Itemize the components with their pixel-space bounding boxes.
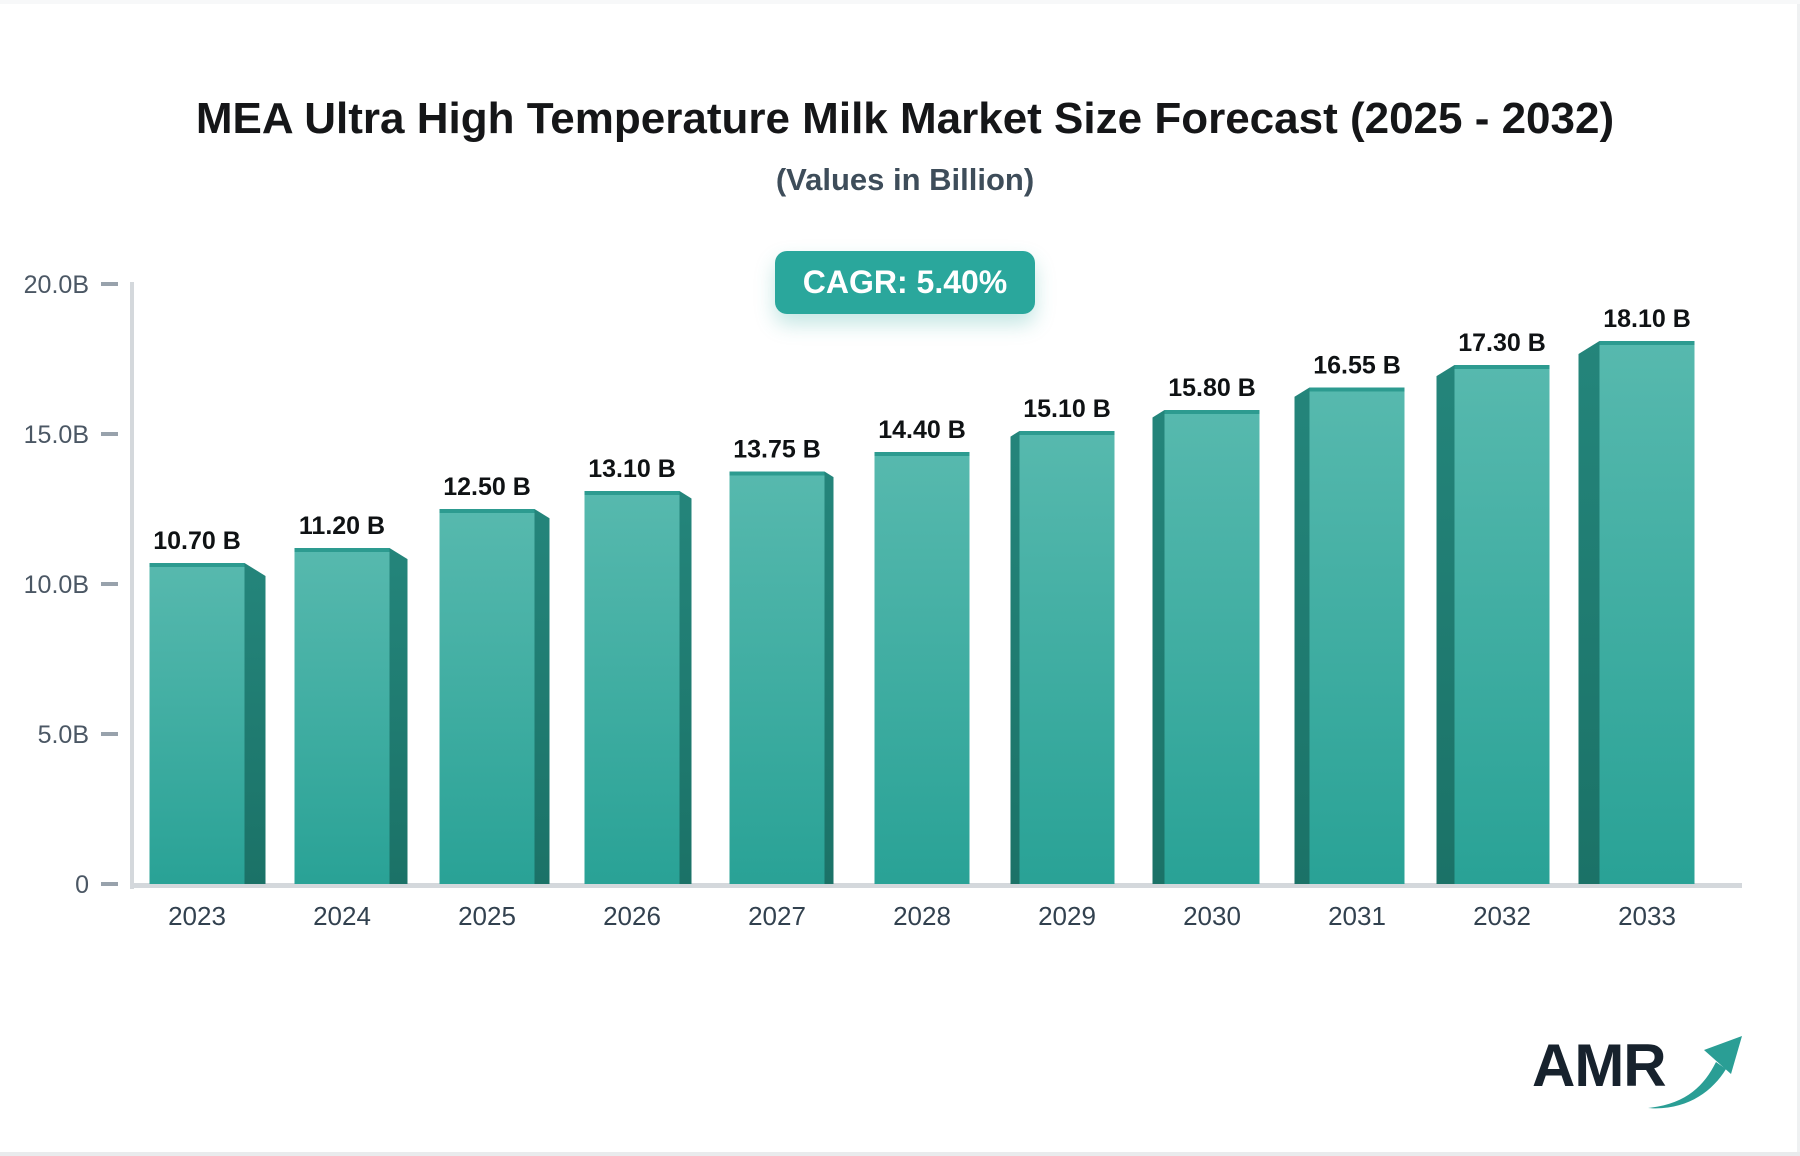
bar-front-face	[1164, 410, 1260, 884]
bar-2031	[1294, 387, 1405, 884]
bar-value-label: 10.70 B	[153, 527, 241, 555]
bar-value-label: 15.10 B	[1023, 395, 1111, 423]
bar-top-edge	[1019, 431, 1115, 435]
x-tick-label: 2030	[1183, 901, 1241, 931]
bar-top-edge	[1454, 365, 1550, 369]
growth-arrow-icon	[1647, 1036, 1742, 1109]
y-axis-tick	[101, 732, 118, 736]
x-tick-label: 2033	[1618, 901, 1676, 931]
page-subtitle: (Values in Billion)	[775, 162, 1035, 197]
bar-2033	[1578, 341, 1695, 884]
bar-value-label: 15.80 B	[1168, 374, 1256, 402]
x-tick-label: 2032	[1473, 901, 1531, 931]
page-title: MEA Ultra High Temperature Milk Market S…	[195, 94, 1615, 143]
y-tick-label: 10.0B	[24, 571, 89, 599]
y-tick-label: 5.0B	[38, 721, 89, 749]
bar-top-edge	[439, 509, 535, 513]
labels-layer: 10.70 B 2023 11.20 B 2024 12.50 B 2025 13.10 B…	[153, 305, 1691, 931]
bar-front-face	[294, 548, 390, 884]
bar-side-face	[1578, 341, 1600, 884]
y-axis-tick	[101, 282, 118, 286]
bar-2032	[1436, 365, 1550, 884]
axis-layer: 20.0B 15.0B 10.0B 5.0B 0	[24, 271, 1742, 899]
y-tick-label: 15.0B	[24, 421, 89, 449]
bar-top-edge	[1164, 410, 1260, 414]
bar-value-label: 17.30 B	[1458, 329, 1546, 357]
amr-logo-text: AMR	[1532, 1032, 1667, 1099]
x-tick-label: 2023	[168, 901, 226, 931]
x-tick-label: 2031	[1328, 901, 1386, 931]
bar-front-face	[729, 471, 825, 884]
bar-front-face	[439, 509, 535, 884]
bar-value-label: 13.75 B	[733, 436, 821, 464]
y-tick-label: 20.0B	[24, 271, 89, 299]
y-axis-tick	[101, 582, 118, 586]
bar-side-face	[389, 548, 408, 884]
bar-top-edge	[874, 452, 970, 456]
bar-side-face	[1436, 365, 1455, 884]
bar-side-face	[679, 491, 692, 884]
bar-value-label: 14.40 B	[878, 416, 966, 444]
bar-top-edge	[729, 471, 825, 476]
bar-front-face	[1309, 387, 1405, 884]
bar-2026	[584, 491, 692, 884]
bar-2030	[1152, 410, 1260, 884]
bar-2027	[729, 471, 834, 884]
bar-value-label: 13.10 B	[588, 455, 676, 483]
bar-side-face	[1152, 410, 1165, 884]
bar-front-face	[1019, 431, 1115, 884]
bar-value-label: 12.50 B	[443, 473, 531, 501]
bar-front-face	[874, 452, 970, 884]
bar-2023	[149, 563, 266, 884]
bar-top-edge	[149, 563, 245, 567]
x-tick-label: 2027	[748, 901, 806, 931]
bar-side-face	[1294, 387, 1310, 884]
bar-2024	[294, 548, 408, 884]
bar-front-face	[1454, 365, 1550, 884]
x-tick-label: 2026	[603, 901, 661, 931]
x-tick-label: 2025	[458, 901, 516, 931]
bar-2025	[439, 509, 550, 884]
cagr-badge: CAGR: 5.40%	[774, 251, 1036, 314]
y-tick-label: 0	[75, 871, 89, 899]
bars-layer	[149, 341, 1695, 884]
amr-logo: AMR	[1532, 1036, 1760, 1114]
bar-side-face	[244, 563, 266, 884]
y-axis-tick	[101, 882, 118, 886]
bar-side-face	[824, 471, 834, 884]
bar-top-edge	[584, 491, 680, 495]
x-tick-label: 2029	[1038, 901, 1096, 931]
bar-front-face	[584, 491, 680, 884]
y-axis-tick	[101, 432, 118, 436]
bar-side-face	[1010, 431, 1020, 884]
bar-2029	[1010, 431, 1115, 884]
bar-front-face	[149, 563, 245, 884]
x-tick-label: 2028	[893, 901, 951, 931]
x-tick-label: 2024	[313, 901, 371, 931]
bar-value-label: 11.20 B	[299, 512, 385, 540]
bar-top-edge	[1599, 341, 1695, 345]
bar-value-label: 16.55 B	[1313, 352, 1401, 380]
x-axis-baseline	[130, 883, 1742, 888]
bar-2028	[874, 452, 970, 884]
bar-side-face	[534, 509, 550, 884]
cagr-badge-row: CAGR: 5.40%	[15, 251, 1795, 314]
bar-value-label: 18.10 B	[1603, 305, 1691, 333]
y-axis-line	[130, 282, 134, 889]
bar-front-face	[1599, 341, 1695, 884]
bar-top-edge	[1309, 387, 1405, 392]
bar-top-edge	[294, 548, 390, 552]
